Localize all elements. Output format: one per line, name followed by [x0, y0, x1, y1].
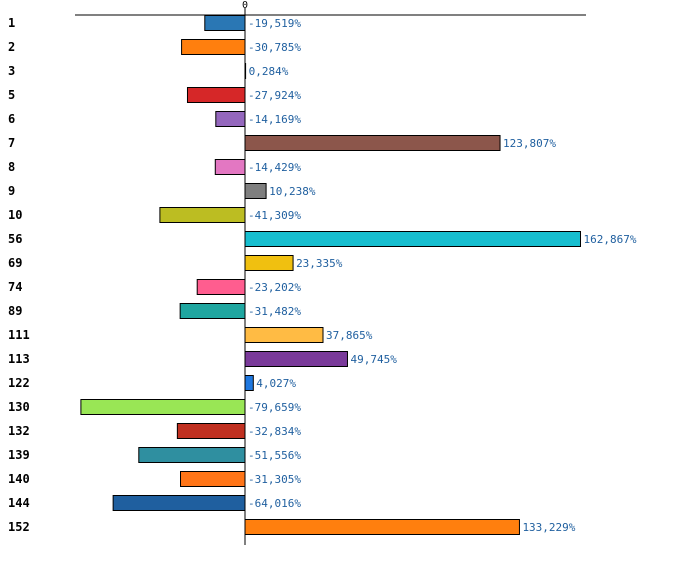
- category-label: 130: [8, 400, 30, 414]
- value-label: 10,238%: [269, 185, 316, 198]
- category-label: 7: [8, 136, 15, 150]
- category-label: 69: [8, 256, 22, 270]
- bar-10: [159, 207, 246, 223]
- category-label: 3: [8, 64, 15, 78]
- bar-144: [112, 495, 246, 511]
- category-label: 139: [8, 448, 30, 462]
- value-label: -19,519%: [248, 17, 301, 30]
- value-label: 162,867%: [584, 233, 637, 246]
- category-label: 1: [8, 16, 15, 30]
- category-label: 8: [8, 160, 15, 174]
- bar-69: [244, 255, 294, 271]
- bar-56: [244, 231, 582, 247]
- bar-113: [244, 351, 348, 367]
- category-label: 152: [8, 520, 30, 534]
- category-label: 122: [8, 376, 30, 390]
- value-label: -51,556%: [248, 449, 301, 462]
- category-label: 144: [8, 496, 30, 510]
- value-label: -14,429%: [248, 161, 301, 174]
- value-label: -23,202%: [248, 281, 301, 294]
- bar-89: [179, 303, 246, 319]
- bar-152: [244, 519, 520, 535]
- value-label: -14,169%: [248, 113, 301, 126]
- bars-group: 1 -19,519% 2 -30,785% 3 0,284% 5 -27,924% 6 -14,1…: [8, 15, 637, 535]
- bar-9: [244, 183, 267, 199]
- value-label: -31,305%: [248, 473, 301, 486]
- value-label: -31,482%: [248, 305, 301, 318]
- category-label: 56: [8, 232, 22, 246]
- value-label: 123,807%: [503, 137, 556, 150]
- value-label: -27,924%: [248, 89, 301, 102]
- category-label: 6: [8, 112, 15, 126]
- bar-8: [214, 159, 246, 175]
- bar-1: [204, 15, 246, 31]
- bar-122: [244, 375, 254, 391]
- bar-2: [181, 39, 246, 55]
- category-label: 5: [8, 88, 15, 102]
- value-label: 37,865%: [326, 329, 373, 342]
- value-label: 4,027%: [256, 377, 296, 390]
- category-label: 111: [8, 328, 30, 342]
- zero-tick-label: 0: [242, 0, 248, 11]
- bar-74: [196, 279, 246, 295]
- bar-7: [244, 135, 501, 151]
- bar-132: [176, 423, 246, 439]
- value-label: -32,834%: [248, 425, 301, 438]
- bar-5: [186, 87, 246, 103]
- category-label: 113: [8, 352, 30, 366]
- value-label: -79,659%: [248, 401, 301, 414]
- value-label: -41,309%: [248, 209, 301, 222]
- value-label: -30,785%: [248, 41, 301, 54]
- bar-130: [80, 399, 246, 415]
- value-label: 23,335%: [296, 257, 343, 270]
- category-label: 140: [8, 472, 30, 486]
- bar-140: [180, 471, 246, 487]
- bar-111: [244, 327, 324, 343]
- bar-139: [138, 447, 246, 463]
- bar-6: [215, 111, 246, 127]
- bar-3: [244, 63, 247, 79]
- value-label: 133,229%: [522, 521, 575, 534]
- category-label: 9: [8, 184, 15, 198]
- category-label: 74: [8, 280, 22, 294]
- category-label: 89: [8, 304, 22, 318]
- category-label: 2: [8, 40, 15, 54]
- value-label: 49,745%: [350, 353, 397, 366]
- value-label: 0,284%: [249, 65, 289, 78]
- category-label: 10: [8, 208, 22, 222]
- value-label: -64,016%: [248, 497, 301, 510]
- category-label: 132: [8, 424, 30, 438]
